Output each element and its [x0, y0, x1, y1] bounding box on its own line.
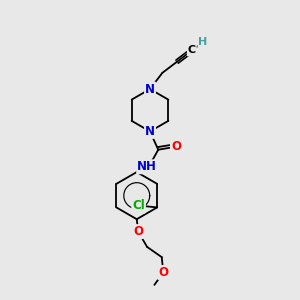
- Text: NH: NH: [137, 160, 157, 173]
- Text: N: N: [145, 125, 155, 138]
- Text: O: O: [133, 225, 143, 238]
- Text: H: H: [198, 37, 208, 47]
- Text: C: C: [188, 46, 196, 56]
- Text: O: O: [158, 266, 168, 279]
- Text: N: N: [145, 82, 155, 95]
- Text: O: O: [171, 140, 181, 153]
- Text: Cl: Cl: [132, 200, 145, 212]
